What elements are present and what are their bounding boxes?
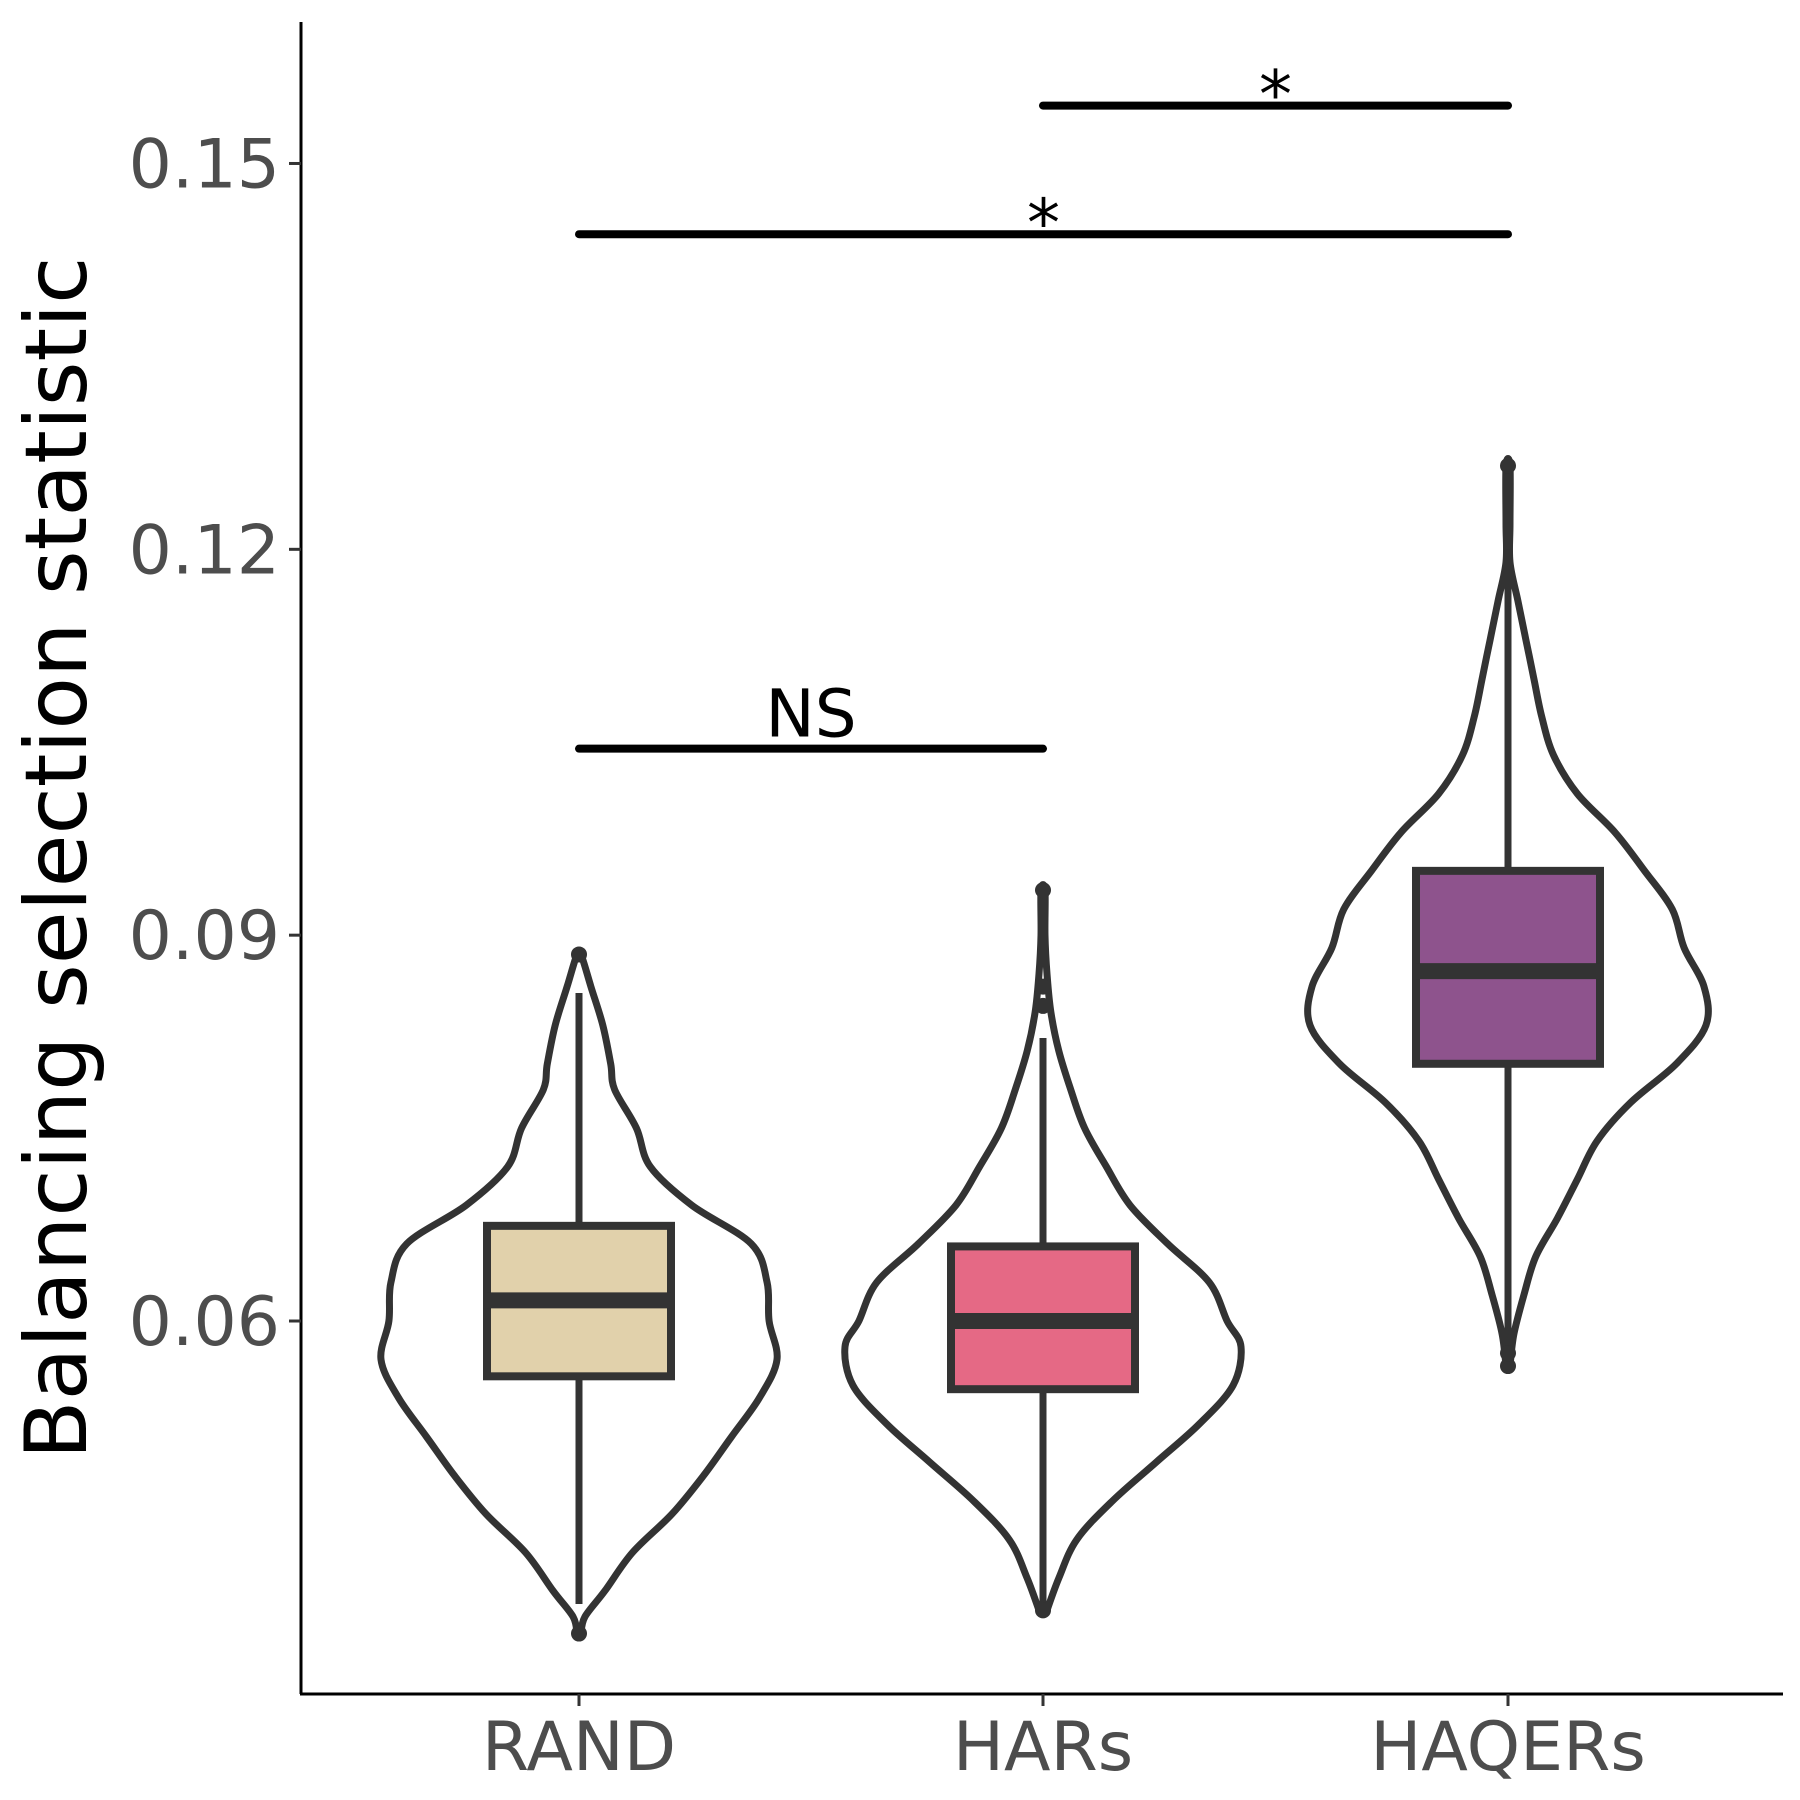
significance-label: NS <box>765 676 856 753</box>
outlier-point-haqers <box>1500 457 1516 474</box>
y-tick-label: 0.12 <box>129 511 280 590</box>
boxes-layer <box>483 549 1604 1611</box>
outlier-point-hars <box>1035 997 1051 1014</box>
significance-label: * <box>1027 185 1060 262</box>
outlier-point-hars <box>1035 882 1051 899</box>
outlier-point-hars <box>1035 978 1051 995</box>
y-tick-label: 0.15 <box>129 125 280 204</box>
y-tick-label: 0.09 <box>129 897 280 976</box>
x-ticks: RAND HARs HAQERs <box>482 1694 1646 1787</box>
outlier-point-rand <box>571 946 587 963</box>
y-axis-title: Balancing selection statistic <box>7 257 107 1460</box>
outlier-point-rand <box>571 1625 587 1642</box>
outlier-point-hars <box>1035 1602 1051 1619</box>
significance-brackets: NS * * <box>575 57 1512 753</box>
x-tick-label-haqers: HAQERs <box>1370 1708 1646 1787</box>
significance-label: * <box>1259 57 1292 134</box>
x-tick-label-rand: RAND <box>482 1708 676 1787</box>
outlier-point-haqers <box>1500 1358 1516 1375</box>
x-tick-label-hars: HARs <box>953 1708 1133 1787</box>
outliers-layer <box>571 457 1516 1642</box>
outlier-point-haqers <box>1500 1345 1516 1362</box>
y-tick-label: 0.06 <box>129 1283 280 1362</box>
y-ticks: 0.06 0.09 0.12 0.15 <box>129 125 301 1362</box>
axes: 0.06 0.09 0.12 0.15 RAND HARs HAQERs Balancin… <box>7 22 1783 1787</box>
